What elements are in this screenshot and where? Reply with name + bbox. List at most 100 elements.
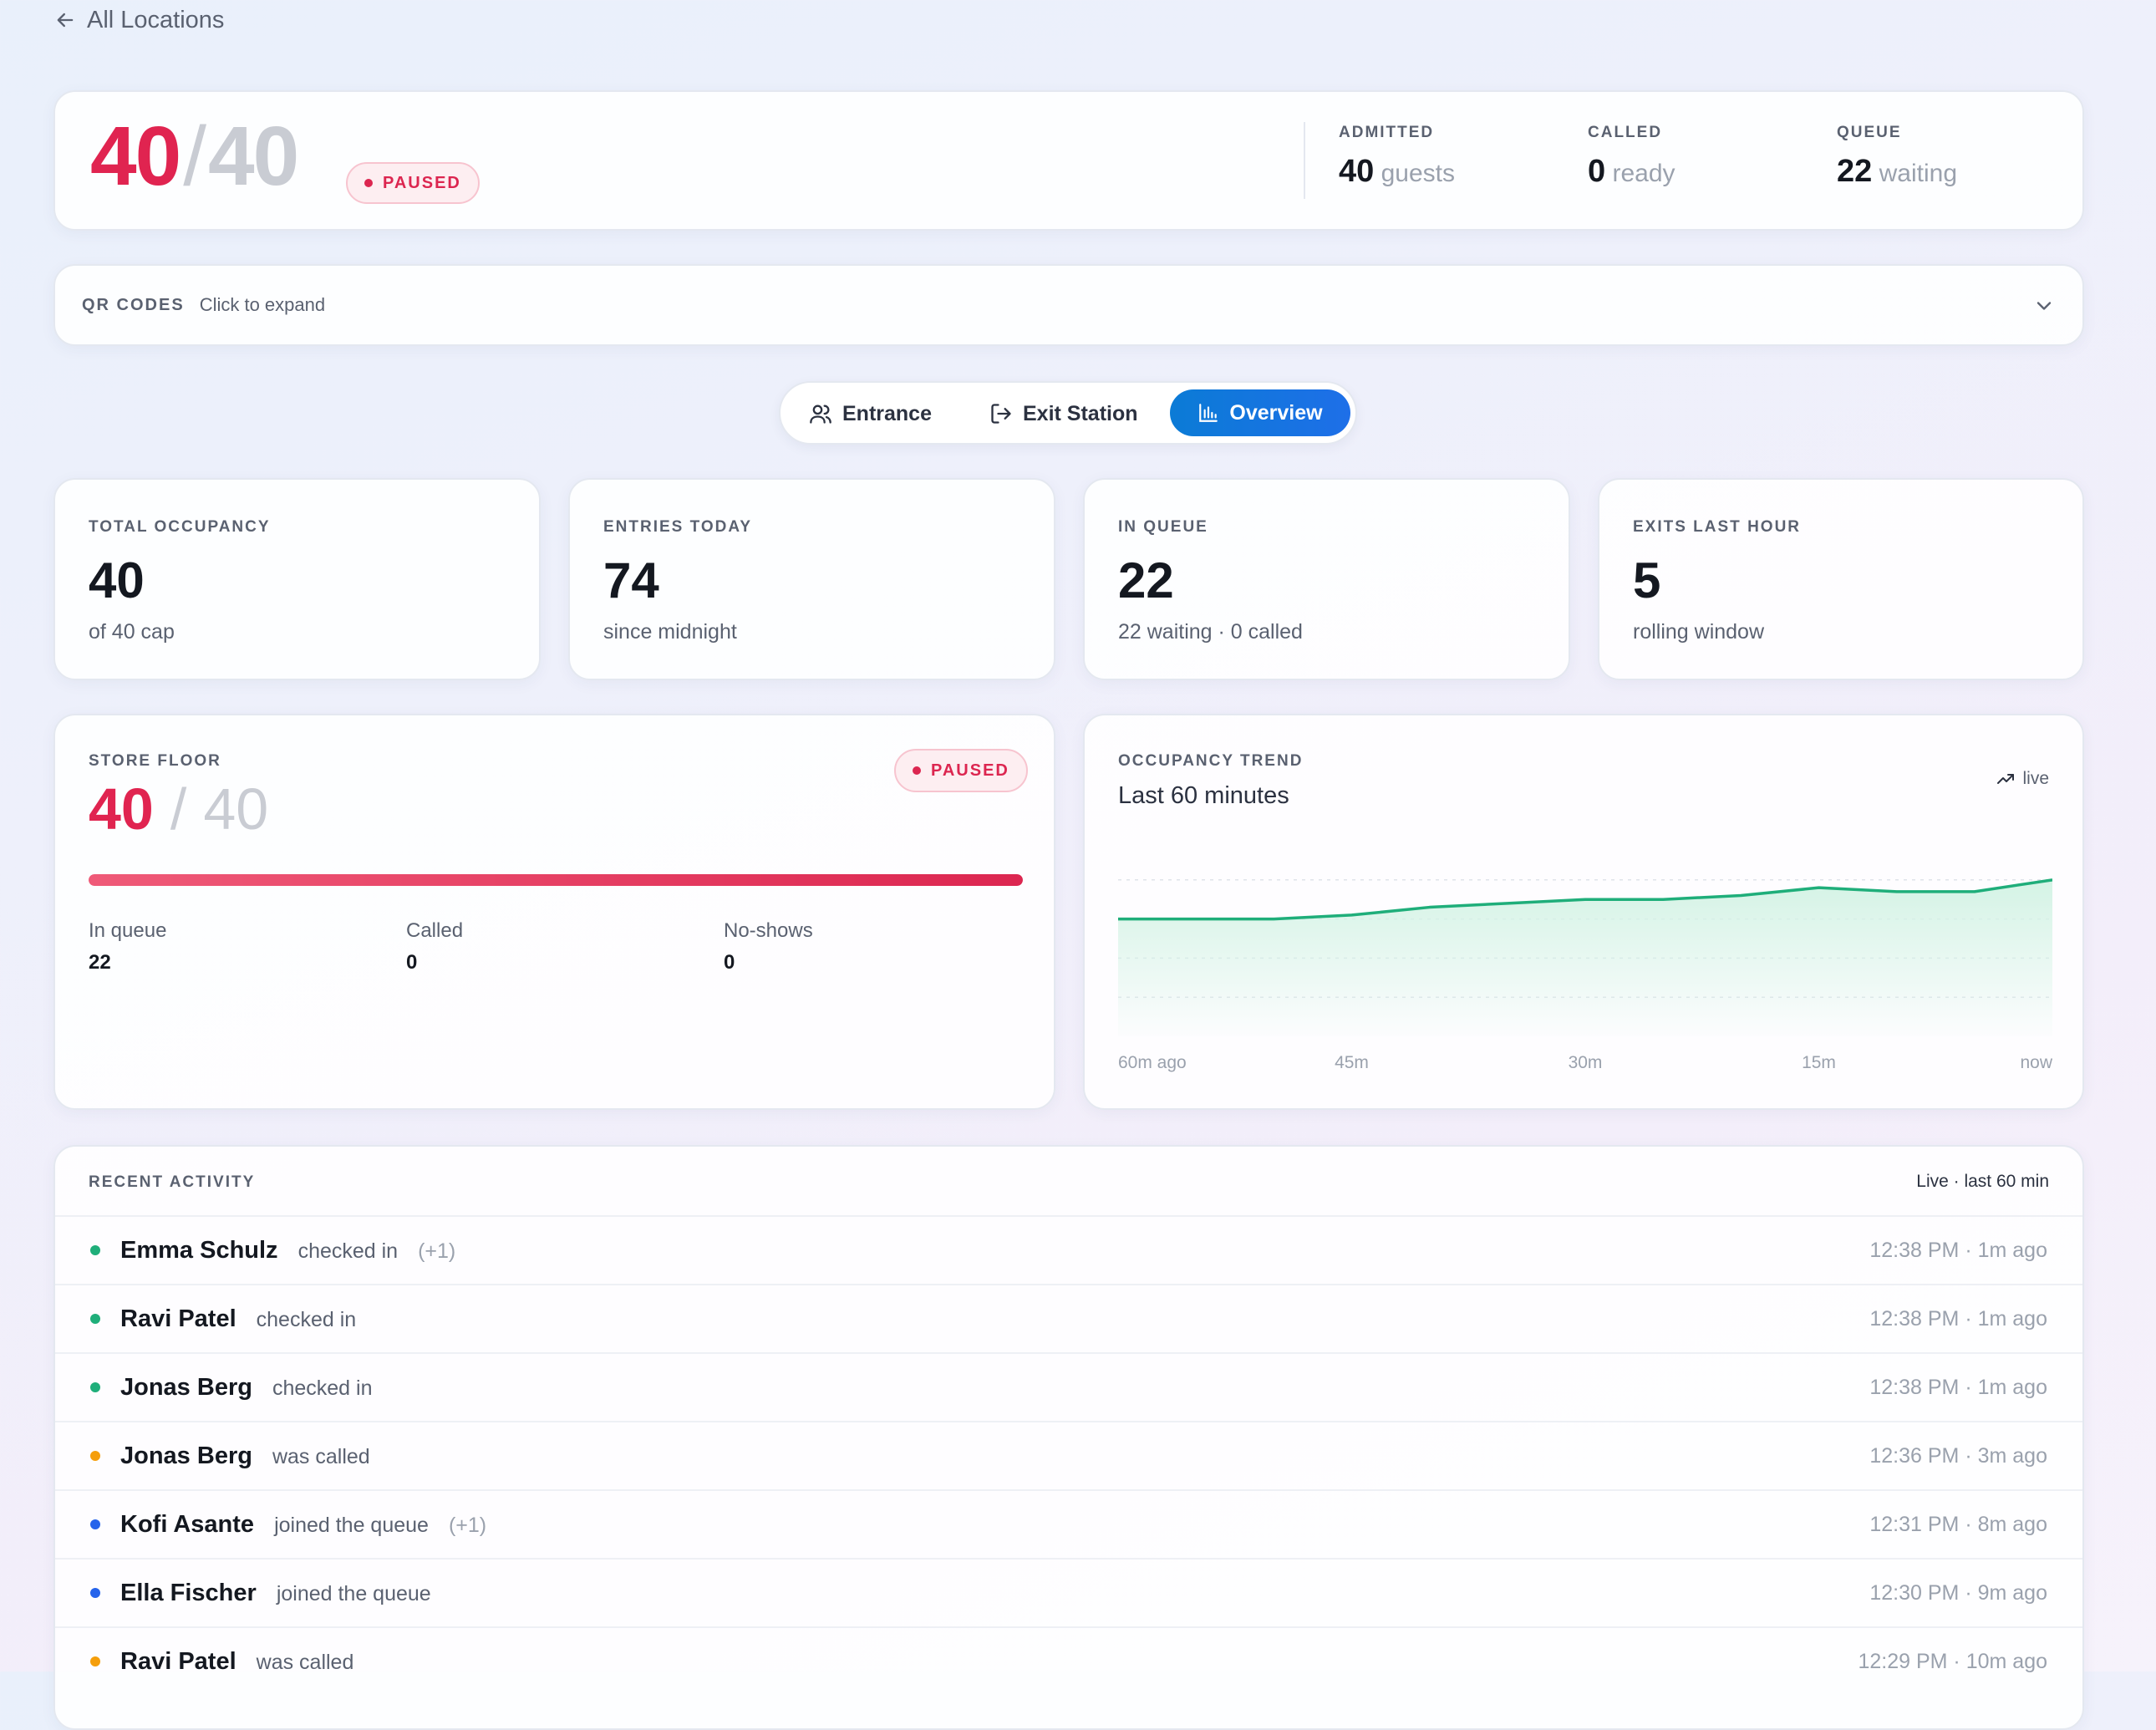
qr-codes-panel[interactable]: QR CODES Click to expand (53, 264, 2084, 346)
store-floor-status-label: PAUSED (931, 761, 1009, 780)
store-floor-stat-label: No-shows (724, 919, 813, 942)
hero-slash: / (183, 109, 206, 203)
arrow-left-icon (57, 13, 74, 28)
trend-label: OCCUPANCY TREND (1118, 752, 1304, 770)
activity-name: Jonas Berg (120, 1442, 252, 1469)
hero-stat-label: QUEUE (1837, 124, 1902, 141)
activity-status-dot (90, 1314, 100, 1324)
activity-name: Ella Fischer (120, 1579, 257, 1606)
activity-list: Emma Schulz checked in (+1) 12:38 PM · 1m a… (55, 1215, 2082, 1695)
tab-label: Entrance (842, 401, 932, 425)
trend-area (1118, 879, 2052, 1036)
store-floor-stat-label: In queue (89, 919, 167, 942)
activity-name: Emma Schulz (120, 1236, 278, 1264)
store-floor-stat-value: 0 (724, 951, 735, 974)
kpi-card-entries-today: ENTRIES TODAY 74 since midnight (568, 478, 1055, 680)
store-floor-progress-track (89, 874, 1023, 886)
activity-row: Kofi Asante joined the queue (+1) 12:31 PM … (55, 1489, 2082, 1558)
store-floor-card: STORE FLOOR PAUSED 40 / 40 In queue 22 C… (53, 714, 1055, 1110)
activity-name: Jonas Berg (120, 1373, 252, 1401)
activity-extra: (+1) (418, 1239, 456, 1263)
activity-status-dot (90, 1656, 100, 1666)
hero-stat-unit: waiting (1879, 160, 1958, 187)
kpi-value: 40 (89, 552, 145, 608)
hero-card: 40 / 40 PAUSED ADMITTED 40 guests CALLED… (53, 90, 2084, 231)
activity-meta: Live · last 60 min (1916, 1172, 2049, 1191)
activity-row: Jonas Berg checked in 12:38 PM · 1m ago (55, 1352, 2082, 1421)
bar-chart-icon (1199, 404, 1218, 422)
activity-label: RECENT ACTIVITY (89, 1173, 256, 1191)
activity-row: Jonas Berg was called 12:36 PM · 3m ago (55, 1421, 2082, 1489)
hero-stat-value: 40 (1339, 154, 1375, 189)
occupancy-trend-card: OCCUPANCY TREND Last 60 minutes live 60m… (1083, 714, 2084, 1110)
tab-label: Overview (1229, 400, 1323, 425)
activity-status-dot (90, 1451, 100, 1461)
activity-time: 12:29 PM · 10m ago (1858, 1649, 2047, 1673)
activity-status-dot (90, 1245, 100, 1255)
kpi-sub: since midnight (603, 620, 737, 644)
hero-current: 40 (90, 109, 181, 203)
activity-row: Ravi Patel checked in 12:38 PM · 1m ago (55, 1284, 2082, 1352)
hero-stat-value: 0 (1588, 154, 1606, 189)
activity-time: 12:38 PM · 1m ago (1869, 1375, 2047, 1399)
activity-time: 12:30 PM · 9m ago (1869, 1580, 2047, 1605)
tab-overview[interactable]: Overview (1170, 389, 1350, 436)
activity-extra: (+1) (448, 1513, 487, 1537)
kpi-card-in-queue: IN QUEUE 22 22 waiting · 0 called (1083, 478, 1570, 680)
kpi-label: EXITS LAST HOUR (1633, 518, 1802, 536)
recent-activity-card: RECENT ACTIVITY Live · last 60 min Emma … (53, 1145, 2084, 1730)
hero-capacity: 40 (208, 109, 299, 203)
activity-time: 12:36 PM · 3m ago (1869, 1443, 2047, 1468)
activity-name: Ravi Patel (120, 1305, 236, 1332)
hero-status-label: PAUSED (383, 173, 461, 192)
hero-stat-called: CALLED 0 ready (1588, 124, 1675, 190)
activity-time: 12:38 PM · 1m ago (1869, 1306, 2047, 1331)
x-tick-label: 30m (1569, 1053, 1603, 1072)
tab-label: Exit Station (1023, 401, 1138, 425)
tab-exit-station[interactable]: Exit Station (989, 394, 1138, 433)
hero-stat-label: ADMITTED (1339, 124, 1435, 141)
activity-time: 12:38 PM · 1m ago (1869, 1238, 2047, 1262)
kpi-value: 74 (603, 552, 659, 608)
activity-row: Ravi Patel was called 12:29 PM · 10m ago (55, 1626, 2082, 1695)
back-link-label: All Locations (87, 6, 225, 33)
kpi-value: 22 (1118, 552, 1174, 608)
hero-stat-queue: QUEUE 22 waiting (1837, 124, 1957, 190)
x-tick-label: 60m ago (1118, 1053, 1187, 1072)
activity-row: Ella Fischer joined the queue 12:30 PM · 9… (55, 1558, 2082, 1626)
status-dot (913, 766, 921, 775)
activity-status-dot (90, 1519, 100, 1529)
store-floor-status-badge: PAUSED (894, 749, 1028, 792)
activity-time: 12:31 PM · 8m ago (1869, 1512, 2047, 1536)
kpi-label: IN QUEUE (1118, 518, 1208, 536)
activity-status-dot (90, 1588, 100, 1598)
kpi-card-total-occupancy: TOTAL OCCUPANCY 40 of 40 cap (53, 478, 541, 680)
store-floor-slash: / (170, 776, 187, 842)
activity-action: was called (272, 1444, 370, 1468)
view-tabs: Entrance Exit Station Overview (779, 381, 1357, 445)
occupancy-trend-chart: 60m ago 45m 30m 15m now (1118, 878, 2052, 1072)
store-floor-progress-fill (89, 874, 1023, 886)
kpi-card-exits-last-hour: EXITS LAST HOUR 5 rolling window (1598, 478, 2084, 680)
x-tick-label: 15m (1802, 1053, 1836, 1072)
trend-title: Last 60 minutes (1118, 782, 1289, 809)
store-floor-stat-value: 0 (406, 951, 418, 974)
store-floor-current: 40 (89, 776, 154, 842)
tab-entrance[interactable]: Entrance (809, 394, 932, 433)
kpi-sub: rolling window (1633, 620, 1765, 644)
kpi-sub: of 40 cap (89, 620, 175, 644)
exit-icon (991, 404, 1011, 424)
hero-stat-label: CALLED (1588, 124, 1663, 141)
activity-name: Kofi Asante (120, 1510, 255, 1538)
store-floor-capacity: 40 (203, 776, 269, 842)
activity-action: joined the queue (274, 1513, 429, 1537)
hero-occupancy: 40 / 40 (90, 109, 299, 209)
store-floor-stat-value: 22 (89, 951, 111, 974)
hero-status-badge: PAUSED (346, 162, 480, 204)
trending-up-icon (1997, 774, 2015, 784)
store-floor-stat-called: Called 0 (406, 919, 463, 974)
chevron-down-icon[interactable] (2032, 294, 2056, 318)
activity-action: checked in (256, 1307, 357, 1331)
back-link[interactable]: All Locations (53, 3, 224, 37)
x-tick-label: now (2020, 1053, 2052, 1072)
